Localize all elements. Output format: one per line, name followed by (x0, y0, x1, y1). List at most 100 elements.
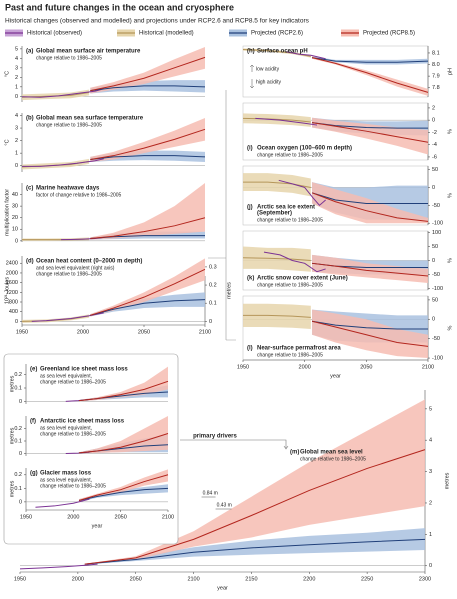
series-line (22, 158, 104, 167)
y-axis-label: °C (4, 139, 10, 145)
y-tick-label: 20 (12, 215, 18, 221)
figure-subtitle: Historical changes (observed and modelle… (5, 18, 310, 25)
y-tick-label: 2 (432, 105, 435, 111)
y-tick-label: 40 (12, 192, 18, 198)
y-tick-label: 50 (432, 244, 438, 250)
panel-subtitle: change relative to 1986–2005 (257, 217, 323, 223)
y-tick-label: 2 (429, 500, 432, 506)
panel-label: (i) (247, 146, 253, 152)
y-tick-label: -100 (432, 356, 443, 362)
series-line (255, 117, 318, 126)
panel-subtitle: change relative to 1986–2005 (36, 271, 102, 277)
y-tick-label: 0.1 (14, 438, 22, 444)
panel-title: Global mean surface air temperature (36, 49, 141, 55)
y-axis-label: % (447, 129, 453, 134)
y-tick-label: 8.0 (432, 62, 440, 68)
y-tick-label: 1 (429, 532, 432, 538)
uncertainty-band (243, 246, 311, 272)
panel-title: (September) (257, 211, 292, 217)
x-axis-label: year (330, 373, 341, 379)
y-tick-label: 2 (15, 75, 18, 81)
primary-drivers-label: primary drivers (193, 434, 237, 440)
y-tick-label: 0.1 (14, 486, 22, 492)
series-line (243, 181, 311, 188)
x-tick-label: 2000 (72, 576, 84, 582)
annotation: low acidity (256, 66, 280, 72)
x-tick-label: 2200 (303, 576, 315, 582)
y-tick-label: 0 (19, 499, 22, 505)
y-tick-label: 2 (15, 138, 18, 144)
y-axis-label: metres (9, 480, 15, 497)
uncertainty-band (243, 173, 311, 197)
uncertainty-band (312, 309, 428, 359)
uncertainty-band (90, 292, 205, 317)
y-tick-label: 0.1 (14, 385, 22, 391)
series-line (311, 320, 429, 347)
y-tick-label: 1200 (6, 290, 18, 296)
panel-label: (j) (247, 205, 253, 211)
y-tick-label: 0 (15, 238, 18, 244)
series-line (35, 498, 90, 508)
driver-arrow (180, 439, 289, 450)
x-tick-label: 2100 (199, 329, 211, 335)
y-tick-label: 7.9 (432, 74, 440, 80)
panel-title: Surface ocean pH (257, 49, 308, 55)
panel-title: Global mean sea level (300, 450, 363, 456)
panel-title: Greenland ice sheet mass loss (40, 367, 128, 373)
series-line (90, 299, 206, 316)
y-tick-label: 7.8 (432, 85, 440, 91)
y-tick-label: 400 (9, 309, 18, 315)
series-line (311, 57, 429, 63)
series-line (78, 474, 169, 501)
y-tick-label: -6 (432, 154, 437, 160)
series-line (311, 320, 428, 330)
panel-label: (l) (247, 346, 253, 352)
panel-title: Glacier mass loss (40, 471, 92, 477)
series-line (90, 85, 206, 92)
legend-label: Projected (RCP2.6) (251, 31, 303, 37)
series-line (286, 51, 326, 60)
y-tick-label: 0 (15, 94, 18, 100)
y2-axis-label: metres (226, 282, 232, 299)
panel-label: (e) (30, 367, 37, 373)
y-tick-label: 10 (12, 227, 18, 233)
y-tick-label: 0.2 (14, 372, 22, 378)
y-tick-label: 0 (432, 185, 435, 191)
uncertainty-band (79, 484, 168, 502)
panel-title: Global mean sea surface temperature (36, 116, 144, 122)
bracket (208, 90, 236, 341)
y-tick-label: -50 (432, 272, 440, 278)
y-tick-label: 4 (15, 56, 18, 62)
y-tick-label: -2 (432, 130, 437, 136)
panel-label: (f) (30, 419, 36, 425)
figure-title: Past and future changes in the ocean and… (5, 2, 234, 12)
y-axis-label: % (447, 193, 453, 198)
uncertainty-band (312, 182, 428, 224)
series-line (311, 192, 428, 205)
series-line (311, 57, 429, 93)
panel-subtitle: change relative to 1986–2005 (36, 122, 102, 128)
series-line (84, 538, 426, 565)
series-line (278, 179, 326, 207)
y-tick-label: 0 (432, 118, 435, 124)
y-tick-label: 0 (19, 399, 22, 405)
panel-title: Ocean heat content (0–2000 m depth) (36, 259, 142, 265)
series-line (243, 314, 311, 318)
series-line (90, 217, 206, 240)
panel-subtitle: as sea level equivalent, (40, 425, 92, 431)
y-tick-label: -100 (432, 221, 443, 227)
x-tick-label: 2300 (419, 576, 431, 582)
panel-subtitle: change relative to 1986–2005 (40, 431, 106, 437)
y-tick-label: 0 (15, 163, 18, 169)
legend-label: Projected (RCP8.5) (363, 31, 415, 37)
y2-tick-label: 0.2 (209, 283, 217, 289)
x-tick-label: 2050 (138, 329, 150, 335)
x-tick-label: 2100 (187, 576, 199, 582)
y-tick-label: 3 (15, 65, 18, 71)
y2-tick-label: 0 (209, 319, 212, 325)
series-line (90, 155, 206, 160)
x-tick-label: 1950 (20, 514, 32, 520)
acidity-arrow (249, 64, 255, 89)
series-line (311, 192, 429, 222)
